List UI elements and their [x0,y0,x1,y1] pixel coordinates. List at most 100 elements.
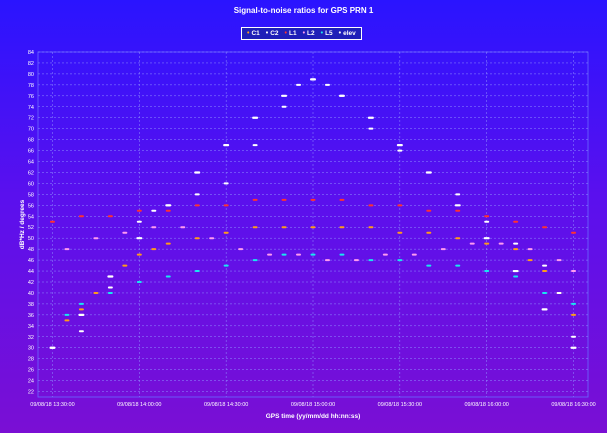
point-C1-23 [571,313,577,316]
point-L2-11 [382,253,388,256]
point-C1-15 [397,231,403,234]
y-tick-label: 38 [28,302,34,308]
legend-item-C2: • C2 [266,30,279,37]
point-elev-15 [483,237,490,240]
x-tick-label: 09/08/18 16:30:00 [551,402,595,408]
point-L5-13 [426,264,432,267]
point-L2-13 [440,248,446,251]
point-C2-4 [151,209,157,212]
point-L5-0 [64,313,70,316]
x-tick-label: 09/08/18 14:30:00 [204,402,248,408]
y-tick-label: 70 [28,127,34,133]
point-L5-4 [165,275,171,278]
x-tick-label: 09/08/18 14:00:00 [117,402,161,408]
point-L2-2 [122,231,128,234]
y-tick-label: 22 [28,390,34,396]
point-L2-8 [296,253,302,256]
x-tick-label: 09/08/18 16:00:00 [465,402,509,408]
point-L2-15 [498,242,504,245]
y-tick-label: 82 [28,61,34,67]
point-L5-3 [136,281,142,283]
point-C2-3 [136,220,142,223]
series-L5 [64,253,577,316]
point-L5-8 [281,253,287,256]
y-tick-label: 60 [28,181,34,187]
point-elev-7 [252,116,259,119]
y-tick-label: 62 [28,170,34,176]
point-L5-18 [571,302,577,305]
point-L2-1 [93,237,99,240]
y-tick-label: 84 [28,50,34,56]
point-elev-0 [49,346,56,349]
point-L5-2 [107,291,113,294]
point-C2-18 [484,220,490,223]
point-L1-10 [339,198,345,201]
point-elev-13 [425,171,432,174]
point-C2-10 [296,83,302,86]
point-elev-3 [136,237,143,240]
point-C2-12 [324,83,330,86]
y-tick-label: 64 [28,160,34,166]
legend-marker-icon: • [265,30,269,37]
point-L1-11 [368,204,374,207]
y-tick-label: 42 [28,280,34,286]
y-tick-label: 52 [28,225,34,231]
point-L5-9 [310,253,316,256]
point-L1-4 [165,209,171,212]
legend-marker-icon: • [247,30,250,37]
point-elev-14 [454,204,461,207]
y-tick-label: 26 [28,368,34,374]
point-L1-14 [455,209,461,212]
point-L1-9 [310,198,316,201]
point-C1-0 [64,319,70,322]
y-tick-label: 46 [28,258,34,264]
point-C1-13 [339,226,345,229]
point-L1-3 [136,209,142,212]
point-C1-11 [281,226,287,229]
point-C2-6 [194,193,200,196]
y-tick-label: 68 [28,138,34,144]
y-tick-label: 54 [28,214,34,220]
point-L5-11 [368,259,374,262]
series-L1 [49,198,577,234]
point-C1-18 [484,242,490,245]
point-C1-10 [252,226,258,229]
point-C1-16 [426,231,432,234]
legend-item-L5: • L5 [321,30,333,37]
point-elev-12 [396,143,403,147]
legend-label: elev [343,30,356,37]
point-L2-5 [209,237,215,240]
series-elev [49,78,577,349]
point-C2-20 [542,264,548,267]
legend-item-C1: • C1 [247,30,260,37]
point-elev-5 [194,171,201,174]
point-L2-17 [556,259,562,262]
point-L5-16 [513,275,519,278]
y-tick-label: 50 [28,236,34,242]
point-C2-1 [78,330,84,333]
point-C1-17 [455,237,461,240]
point-L1-6 [223,204,229,207]
legend-marker-icon: • [302,30,306,37]
y-tick-label: 34 [28,324,34,330]
legend-item-L1: • L1 [285,30,297,37]
point-L1-18 [571,231,577,234]
y-tick-label: 80 [28,72,34,78]
legend-marker-icon: • [284,30,287,37]
series-L2 [64,226,577,273]
y-tick-label: 32 [28,335,34,341]
point-L5-1 [78,302,84,305]
y-tick-label: 72 [28,116,34,122]
y-tick-label: 28 [28,357,34,363]
point-L5-17 [542,291,548,294]
point-elev-16 [512,269,519,273]
point-C2-19 [513,242,519,245]
point-C1-8 [194,237,200,240]
point-L2-16 [527,248,533,251]
y-tick-label: 36 [28,313,34,319]
legend-marker-icon: • [320,30,324,37]
point-C1-6 [151,248,157,251]
y-tick-label: 58 [28,192,34,198]
point-C1-9 [223,231,229,234]
